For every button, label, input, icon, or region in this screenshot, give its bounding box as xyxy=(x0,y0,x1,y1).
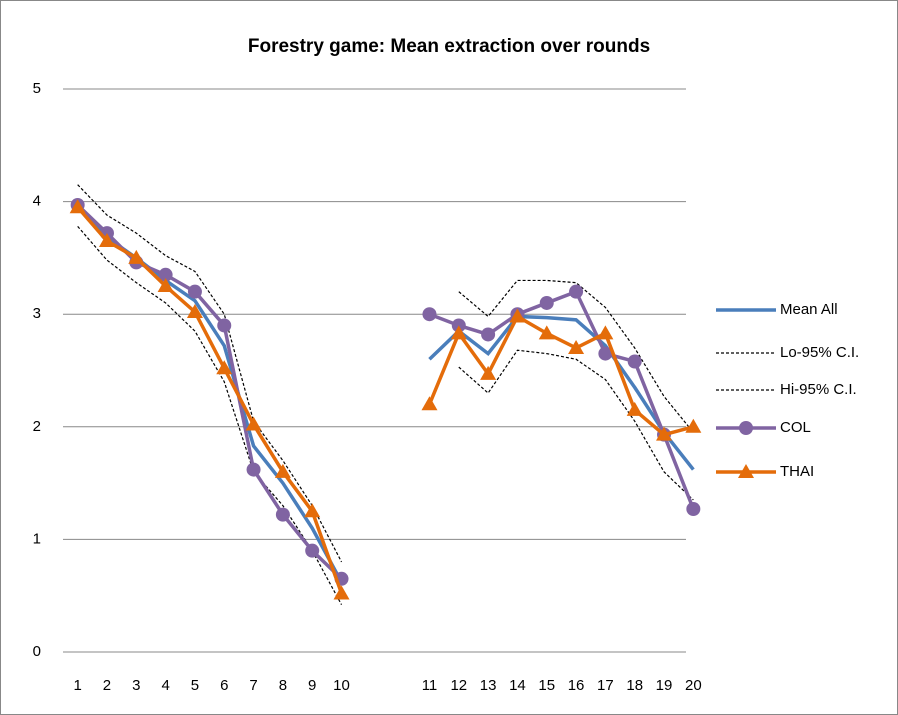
marker xyxy=(245,416,262,431)
x-tick-label: 13 xyxy=(480,677,497,694)
x-tick-label: 11 xyxy=(422,677,438,694)
marker xyxy=(246,462,261,477)
marker xyxy=(450,325,467,340)
x-tick-label: 1 xyxy=(73,677,81,694)
marker xyxy=(128,249,145,264)
x-tick-label: 6 xyxy=(220,677,228,694)
marker xyxy=(686,501,701,516)
marker xyxy=(738,464,754,478)
legend-label: THAI xyxy=(780,463,814,480)
x-tick-label: 5 xyxy=(191,677,199,694)
marker xyxy=(597,325,614,340)
marker xyxy=(275,507,290,522)
marker xyxy=(539,295,554,310)
x-tick-label: 9 xyxy=(308,677,316,694)
x-tick-label: 12 xyxy=(450,677,467,694)
series-line xyxy=(77,184,694,563)
y-tick-label: 3 xyxy=(33,305,41,322)
y-tick-label: 2 xyxy=(33,418,41,435)
marker xyxy=(158,267,173,282)
marker xyxy=(274,463,291,478)
x-tick-label: 3 xyxy=(132,677,140,694)
marker xyxy=(422,307,437,322)
marker xyxy=(627,354,642,369)
marker xyxy=(333,585,350,600)
marker xyxy=(481,327,496,342)
marker xyxy=(538,325,555,340)
marker xyxy=(421,396,438,411)
legend-label: Mean All xyxy=(780,301,838,318)
x-tick-label: 20 xyxy=(685,677,702,694)
marker xyxy=(626,401,643,416)
x-tick-label: 16 xyxy=(568,677,585,694)
y-tick-label: 0 xyxy=(33,643,41,660)
marker xyxy=(509,308,526,323)
legend-label: Lo-95% C.I. xyxy=(780,344,859,361)
x-tick-label: 7 xyxy=(249,677,257,694)
series-line xyxy=(77,225,694,605)
y-tick-label: 4 xyxy=(33,193,41,210)
marker xyxy=(656,426,673,441)
x-tick-label: 15 xyxy=(538,677,555,694)
marker xyxy=(480,365,497,380)
x-tick-label: 14 xyxy=(509,677,526,694)
marker xyxy=(186,303,203,318)
marker xyxy=(685,418,702,433)
x-tick-label: 10 xyxy=(333,677,350,694)
y-tick-label: 5 xyxy=(33,80,41,97)
x-tick-label: 2 xyxy=(103,677,111,694)
marker xyxy=(304,503,321,518)
x-tick-label: 17 xyxy=(597,677,614,694)
marker xyxy=(568,339,585,354)
x-tick-label: 19 xyxy=(656,677,673,694)
series-line xyxy=(76,206,694,595)
marker xyxy=(157,278,174,293)
marker xyxy=(739,421,753,435)
legend-label: Hi-95% C.I. xyxy=(780,381,857,398)
marker xyxy=(216,360,233,375)
marker xyxy=(305,543,320,558)
marker xyxy=(69,199,86,214)
marker xyxy=(598,346,613,361)
marker xyxy=(98,233,115,248)
x-tick-label: 8 xyxy=(279,677,287,694)
x-tick-label: 18 xyxy=(626,677,643,694)
legend-label: COL xyxy=(780,419,811,436)
y-tick-label: 1 xyxy=(33,530,41,547)
x-tick-label: 4 xyxy=(161,677,169,694)
marker xyxy=(217,318,232,333)
marker xyxy=(569,284,584,299)
chart-title: Forestry game: Mean extraction over roun… xyxy=(248,36,650,57)
marker xyxy=(187,284,202,299)
